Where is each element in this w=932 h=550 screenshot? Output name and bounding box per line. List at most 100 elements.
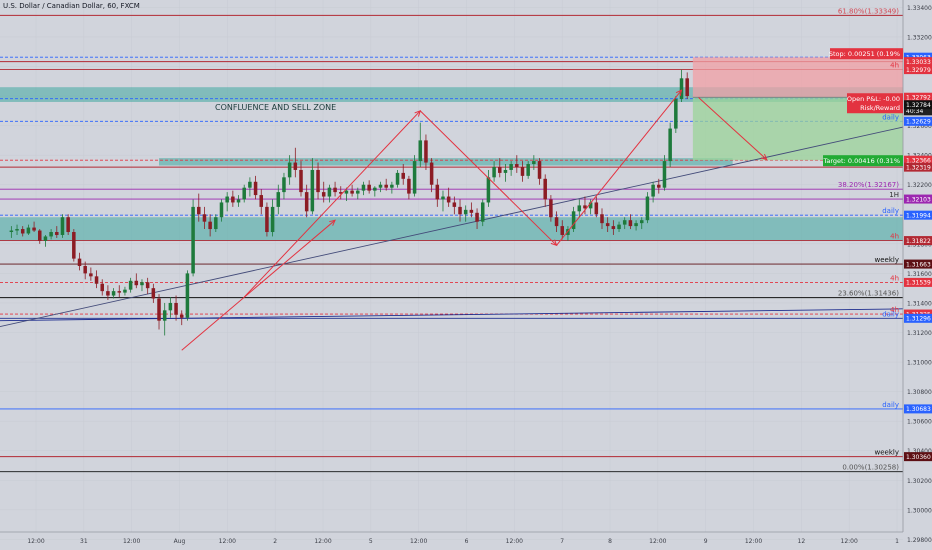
candle-body <box>140 282 144 286</box>
candle-body <box>316 169 320 193</box>
time-tick-label: 8 <box>608 538 612 545</box>
candle-body <box>9 230 14 233</box>
candle-body <box>588 202 593 209</box>
supply-demand-zone[interactable] <box>0 217 903 241</box>
candle-body <box>157 298 161 321</box>
level-price-tag-bg <box>904 259 932 269</box>
candle-body <box>185 273 190 318</box>
arrows[interactable] <box>181 89 768 351</box>
candle-body <box>225 196 229 203</box>
price-tick-label: 1.31200 <box>907 330 932 337</box>
level-labels: 61.80%(1.33349)daily4hdaily38.20%(1.3216… <box>838 7 899 471</box>
arrow-line[interactable] <box>243 110 421 298</box>
arrow-head <box>675 89 683 97</box>
candle-body <box>37 230 42 241</box>
price-tick-label: 1.30200 <box>907 478 932 485</box>
candle-body <box>344 190 349 194</box>
candle-body <box>72 232 76 259</box>
arrow-line[interactable] <box>556 89 682 246</box>
candle-body <box>662 161 667 188</box>
trendline[interactable] <box>0 308 904 322</box>
candle-body <box>429 162 434 185</box>
level-label: 4h <box>890 233 899 241</box>
candle-body <box>214 217 218 230</box>
level-price-tag: 1.31663 <box>906 261 931 268</box>
trendlines[interactable] <box>0 126 904 328</box>
candle-body <box>270 206 275 233</box>
arrow-line[interactable] <box>698 97 768 160</box>
current-price-tag: 1.32792 <box>906 95 931 102</box>
candle-body <box>219 202 224 218</box>
price-axis-ticks: 1.334001.332001.330001.328001.326001.324… <box>907 5 932 544</box>
position-pnl-label: Risk/Reward <box>860 104 900 112</box>
price-tick-label: 1.33200 <box>907 34 932 41</box>
time-axis-background[interactable] <box>0 532 903 550</box>
candle-body <box>60 217 65 235</box>
level-price-tag-bg <box>904 236 932 246</box>
current-price-tag-bg <box>904 100 932 110</box>
time-tick-label: 5 <box>369 538 373 545</box>
candle-body <box>117 291 122 293</box>
zone-label: CONFLUENCE AND SELL ZONE <box>215 103 336 112</box>
level-label: daily <box>882 207 899 215</box>
candle-body <box>412 161 417 194</box>
candle-body <box>537 161 542 179</box>
candle-body <box>231 196 235 203</box>
candle-body <box>287 162 292 178</box>
candle-body <box>293 162 298 170</box>
level-price-tag-bg <box>904 210 932 220</box>
candle-body <box>594 202 599 215</box>
candle-body <box>49 232 53 237</box>
time-tick-label: 12:00 <box>506 538 523 545</box>
level-price-tag-bg <box>904 277 932 287</box>
candle-body <box>549 199 553 218</box>
level-price-tag-bg <box>904 65 932 75</box>
arrow-line[interactable] <box>419 110 557 246</box>
candle-body <box>645 196 650 221</box>
candle-body <box>373 187 377 191</box>
candle-body <box>191 206 195 274</box>
candle-body <box>577 205 582 212</box>
level-price-tag: 1.32319 <box>906 164 931 171</box>
price-tick-label: 1.29800 <box>907 537 932 544</box>
position-risk-area[interactable] <box>692 57 903 98</box>
level-price-tag: 1.31994 <box>906 212 931 219</box>
candle-body <box>617 224 621 230</box>
time-axis-ticks: 12:00 31 12:00 Aug 12:00 2 12:00 5 12:00 6 12:00 7 8… <box>27 538 899 545</box>
arrow-line[interactable] <box>181 219 336 351</box>
candle-body <box>304 192 309 212</box>
candle-body <box>333 187 337 193</box>
supply-demand-zone[interactable] <box>159 158 733 166</box>
candle-body <box>282 177 286 193</box>
time-tick-label: 2 <box>273 538 277 545</box>
current-price-tag: 40:34 <box>906 108 923 115</box>
candle-body <box>509 164 513 170</box>
level-label: daily <box>882 113 899 121</box>
candle-body <box>26 227 31 234</box>
symbol-title[interactable]: U.S. Dollar / Canadian Dollar, 60, FXCM <box>3 2 140 10</box>
candle-body <box>605 223 610 227</box>
candle-body <box>265 206 269 233</box>
price-tick-label: 1.32600 <box>907 123 932 130</box>
candle-body <box>401 172 405 179</box>
candle-body <box>628 220 633 227</box>
candle-body <box>299 169 303 193</box>
candle-body <box>480 202 485 222</box>
candle-body <box>475 212 479 222</box>
candle-body <box>208 221 212 230</box>
price-tick-label: 1.30600 <box>907 419 932 426</box>
candle-body <box>407 178 411 194</box>
price-tick-label: 1.30000 <box>907 507 932 514</box>
candle-body <box>151 288 156 299</box>
candle-body <box>367 184 371 191</box>
price-tick-label: 1.31000 <box>907 360 932 367</box>
level-price-tag: 1.31539 <box>906 280 931 287</box>
candles <box>9 69 689 336</box>
price-tick-label: 1.33400 <box>907 5 932 12</box>
candle-body <box>100 283 104 292</box>
candle-body <box>248 181 252 188</box>
candle-body <box>418 140 423 162</box>
level-price-tag-bg <box>904 57 932 67</box>
trendline[interactable] <box>0 126 904 328</box>
